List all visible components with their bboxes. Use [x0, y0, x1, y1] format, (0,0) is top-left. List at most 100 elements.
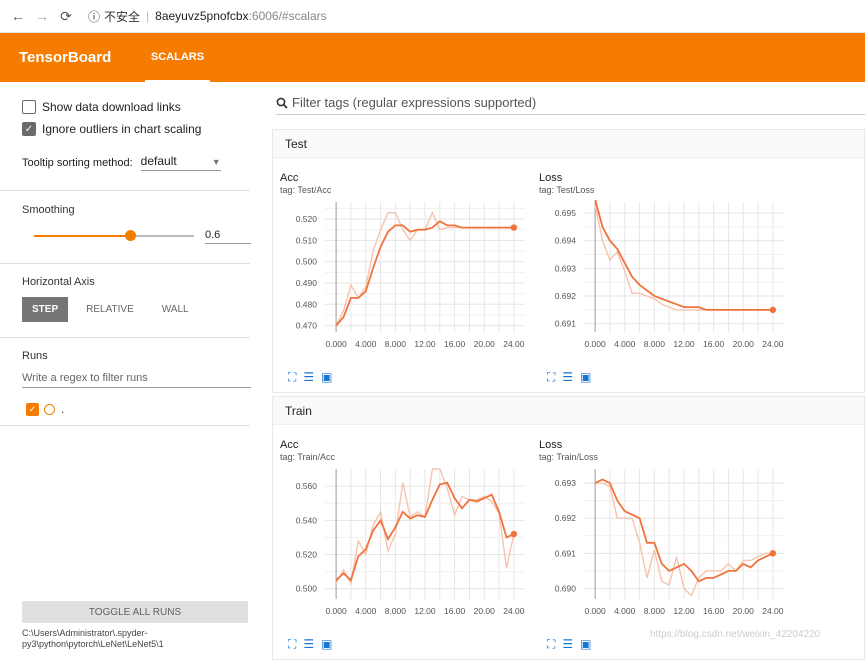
- x-tick-label: 16.00: [703, 339, 725, 349]
- y-tick-label: 0.694: [555, 236, 577, 246]
- menu-icon[interactable]: ☰: [562, 637, 574, 651]
- fullscreen-icon[interactable]: ⛶: [288, 637, 297, 651]
- menu-icon[interactable]: ☰: [303, 370, 315, 384]
- smoothing-input[interactable]: 0.6: [205, 229, 251, 244]
- x-tick-label: 4.000: [355, 339, 377, 349]
- y-tick-label: 0.490: [296, 278, 318, 288]
- divider: [0, 263, 250, 264]
- y-tick-label: 0.693: [555, 478, 577, 488]
- y-tick-label: 0.693: [555, 263, 577, 273]
- chart-title: Loss: [539, 172, 563, 184]
- x-tick-label: 0.000: [584, 606, 606, 616]
- chart-plot[interactable]: 0.690 0.691 0.692 0.693 0.000 4.000 8.000 12.00…: [539, 467, 794, 637]
- smoothed-series-line: [594, 200, 773, 311]
- x-tick-label: 16.00: [703, 606, 725, 616]
- x-tick-label: 24.00: [762, 339, 784, 349]
- fullscreen-icon[interactable]: ⛶: [547, 637, 556, 651]
- group-title[interactable]: Train: [273, 397, 864, 425]
- x-tick-label: 12.00: [414, 339, 436, 349]
- url-separator: |: [146, 9, 150, 23]
- chart-plot[interactable]: 0.470 0.480 0.490 0.500 0.510 0.520 0.000 4.000…: [280, 200, 535, 370]
- chart-actions: ⛶ ☰ ▣: [547, 637, 592, 652]
- tab-scalars[interactable]: SCALARS: [145, 33, 210, 82]
- chart-title: Acc: [280, 439, 299, 451]
- x-tick-label: 0.000: [584, 339, 606, 349]
- chart-title: Loss: [539, 439, 563, 451]
- y-tick-label: 0.691: [555, 319, 577, 329]
- fit-domain-icon[interactable]: ▣: [321, 370, 333, 384]
- arrow-right-icon[interactable]: →: [35, 8, 49, 24]
- horizontal-axis-options: STEP RELATIVE WALL: [22, 297, 207, 322]
- fit-domain-icon[interactable]: ▣: [580, 637, 592, 651]
- fullscreen-icon[interactable]: ⛶: [547, 370, 556, 384]
- y-tick-label: 0.691: [555, 548, 577, 558]
- divider: [0, 190, 250, 191]
- chart-actions: ⛶ ☰ ▣: [547, 370, 592, 385]
- axis-wall-button[interactable]: WALL: [161, 304, 189, 315]
- search-icon: [276, 97, 288, 109]
- menu-icon[interactable]: ☰: [562, 370, 574, 384]
- ignore-outliers-checkbox[interactable]: ✓ Ignore outliers in chart scaling: [22, 122, 201, 136]
- raw-series-line: [595, 482, 773, 597]
- smoothed-series-line: [335, 220, 514, 327]
- chart-tag: tag: Test/Loss: [539, 185, 595, 195]
- x-tick-label: 0.000: [325, 339, 347, 349]
- checkbox-checked-icon[interactable]: ✓: [22, 122, 36, 136]
- smoothing-slider-knob[interactable]: [125, 230, 136, 241]
- show-download-label: Show data download links: [42, 100, 181, 114]
- chart-card: Loss tag: Test/Loss 0.691 0.692 0.693 0.694…: [539, 172, 794, 392]
- axis-relative-button[interactable]: RELATIVE: [86, 304, 134, 315]
- last-point-marker: [769, 306, 777, 314]
- runs-title: Runs: [22, 350, 48, 362]
- filter-tags-input[interactable]: Filter tags (regular expressions support…: [276, 95, 865, 115]
- last-point-marker: [510, 224, 518, 231]
- security-label: 不安全: [104, 9, 141, 24]
- group-test: Test Acc tag: Test/Acc 0.470 0.480 0.490 0.…: [272, 129, 865, 393]
- url-host: 8aeyuvz5pnofcbx: [155, 9, 249, 23]
- chart-plot[interactable]: 0.691 0.692 0.693 0.694 0.695 0.000 4.000 8.000…: [539, 200, 794, 370]
- run-checkbox-checked-icon[interactable]: ✓: [26, 402, 39, 416]
- y-tick-label: 0.560: [296, 481, 318, 491]
- chart-tag: tag: Train/Loss: [539, 452, 599, 462]
- chart-card: Acc tag: Train/Acc 0.500 0.520 0.540 0.560 0…: [280, 439, 535, 659]
- chart-plot[interactable]: 0.500 0.520 0.540 0.560 0.000 4.000 8.000 12.00…: [280, 467, 535, 637]
- tooltip-sorting-row: Tooltip sorting method: default ▼: [22, 154, 221, 171]
- y-tick-label: 0.500: [296, 257, 318, 267]
- y-tick-label: 0.520: [296, 214, 318, 224]
- x-tick-label: 12.00: [414, 606, 436, 616]
- fullscreen-icon[interactable]: ⛶: [288, 370, 297, 384]
- info-icon[interactable]: ⓘ: [88, 9, 101, 24]
- group-title[interactable]: Test: [273, 130, 864, 158]
- smoothing-slider[interactable]: [34, 230, 194, 241]
- runs-filter-input[interactable]: Write a regex to filter runs: [22, 372, 251, 388]
- tooltip-sorting-label: Tooltip sorting method:: [22, 156, 133, 169]
- y-tick-label: 0.480: [296, 299, 318, 309]
- x-tick-label: 8.000: [385, 339, 407, 349]
- arrow-left-icon[interactable]: ←: [11, 8, 25, 24]
- checkbox-unchecked-icon[interactable]: [22, 100, 36, 114]
- group-train: Train Acc tag: Train/Acc 0.500 0.520 0.540…: [272, 396, 865, 660]
- app-toolbar: TensorBoard SCALARS: [0, 33, 865, 82]
- menu-icon[interactable]: ☰: [303, 637, 315, 651]
- watermark: https://blog.csdn.net/weixin_42204220: [650, 629, 821, 640]
- fit-domain-icon[interactable]: ▣: [321, 637, 333, 651]
- axis-step-button[interactable]: STEP: [22, 297, 69, 322]
- url-path: :6006/#scalars: [248, 9, 327, 23]
- smoothing-title: Smoothing: [22, 204, 75, 216]
- show-download-checkbox[interactable]: Show data download links: [22, 100, 181, 114]
- smoothing-slider-fill: [34, 235, 130, 237]
- toggle-all-runs-button[interactable]: TOGGLE ALL RUNS: [22, 601, 248, 623]
- chart-card: Acc tag: Test/Acc 0.470 0.480 0.490 0.500 0.…: [280, 172, 535, 392]
- fit-domain-icon[interactable]: ▣: [580, 370, 592, 384]
- x-tick-label: 20.00: [733, 339, 755, 349]
- run-item[interactable]: ✓ .: [26, 402, 64, 416]
- run-color-icon[interactable]: [44, 403, 55, 415]
- url-field[interactable]: ⓘ 不安全 | 8aeyuvz5pnofcbx :6006/#scalars: [88, 8, 327, 25]
- x-tick-label: 0.000: [325, 606, 347, 616]
- chart-actions: ⛶ ☰ ▣: [288, 370, 333, 385]
- smoothed-series-line: [594, 478, 774, 583]
- main-content: Filter tags (regular expressions support…: [262, 82, 865, 660]
- tooltip-sorting-select[interactable]: default ▼: [140, 154, 221, 171]
- reload-icon[interactable]: ⟳: [60, 7, 72, 24]
- tooltip-sorting-value: default: [140, 154, 177, 168]
